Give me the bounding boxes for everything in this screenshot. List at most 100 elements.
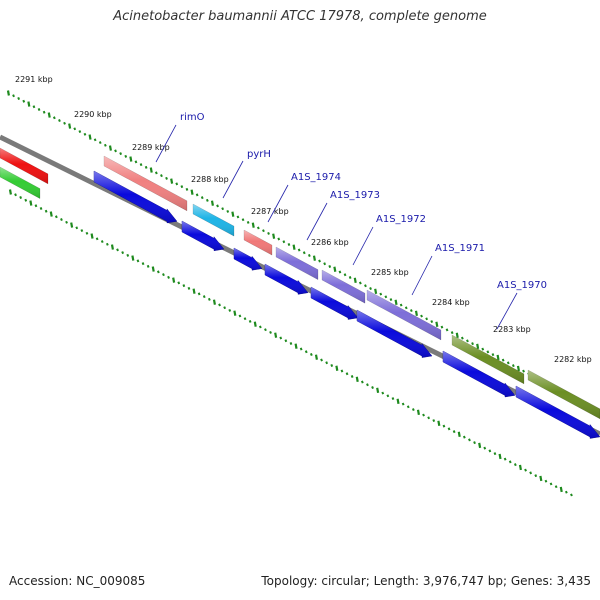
tick-mark bbox=[462, 435, 466, 439]
gene-feature-highlight bbox=[322, 270, 365, 304]
tick-mark bbox=[287, 242, 291, 246]
tick-mark bbox=[409, 309, 413, 313]
tick-mark bbox=[49, 211, 53, 217]
tick-mark bbox=[269, 330, 272, 334]
scale-label: 2291 kbp bbox=[15, 75, 53, 84]
tick-mark bbox=[284, 339, 288, 343]
tick-mark bbox=[19, 196, 23, 199]
tick-mark bbox=[162, 273, 165, 277]
tick-mark bbox=[165, 176, 168, 180]
gene-feature-highlight bbox=[104, 156, 187, 211]
tick-mark bbox=[98, 141, 102, 145]
gene-label-leader bbox=[306, 202, 328, 241]
tick-mark bbox=[476, 343, 480, 350]
scale-label: 2287 kbp bbox=[251, 207, 289, 216]
tick-mark bbox=[85, 231, 89, 235]
tick-mark bbox=[277, 237, 281, 241]
tick-mark bbox=[435, 321, 439, 328]
tick-mark bbox=[60, 218, 63, 222]
tick-mark bbox=[302, 251, 306, 255]
tick-mark bbox=[129, 156, 133, 162]
gene-label-leader bbox=[155, 124, 177, 163]
orf-arrow-highlight bbox=[182, 221, 224, 251]
scale-label: 2285 kbp bbox=[371, 268, 409, 277]
tick-mark bbox=[432, 419, 436, 423]
tick-mark bbox=[318, 259, 321, 263]
tick-mark bbox=[226, 209, 230, 213]
tick-mark bbox=[207, 297, 211, 301]
tick-mark bbox=[320, 358, 323, 362]
gene-label-leader bbox=[267, 184, 289, 223]
tick-mark bbox=[297, 248, 301, 252]
tick-mark bbox=[496, 354, 500, 361]
tick-mark bbox=[202, 295, 206, 299]
tick-mark bbox=[34, 204, 38, 208]
tick-mark bbox=[513, 463, 517, 467]
tick-mark bbox=[154, 171, 158, 175]
tick-mark bbox=[185, 187, 189, 191]
tick-mark bbox=[116, 248, 119, 252]
tick-mark bbox=[442, 424, 446, 428]
tick-mark bbox=[88, 134, 92, 140]
tick-mark bbox=[559, 486, 563, 493]
accession-label: Accession: NC_009085 bbox=[9, 574, 146, 588]
tick-mark bbox=[12, 94, 15, 98]
tick-mark bbox=[353, 277, 357, 283]
tick-mark bbox=[238, 314, 242, 318]
orf-arrow-highlight bbox=[234, 248, 262, 271]
tick-mark bbox=[486, 350, 490, 354]
tick-mark bbox=[177, 281, 181, 285]
gene-feature-highlight bbox=[193, 204, 234, 237]
tick-mark bbox=[251, 222, 255, 228]
tick-mark bbox=[42, 110, 46, 114]
tick-mark bbox=[468, 438, 471, 442]
tick-mark bbox=[253, 321, 257, 327]
tick-mark bbox=[205, 198, 209, 202]
scale-label: 2286 kbp bbox=[311, 238, 349, 247]
tick-mark bbox=[294, 343, 298, 349]
tick-mark bbox=[279, 336, 283, 340]
tick-mark bbox=[243, 317, 247, 321]
tick-mark bbox=[233, 310, 237, 316]
gene-label: A1S_1974 bbox=[291, 172, 341, 183]
tick-mark bbox=[100, 240, 104, 244]
tick-mark bbox=[396, 398, 400, 404]
gene-label-leader bbox=[222, 160, 244, 199]
tick-mark bbox=[8, 189, 12, 195]
tick-mark bbox=[216, 204, 219, 208]
tick-mark bbox=[70, 222, 74, 228]
tick-mark bbox=[110, 244, 114, 250]
tick-mark bbox=[452, 430, 456, 434]
tick-mark bbox=[360, 380, 364, 384]
tick-mark bbox=[172, 277, 176, 283]
tick-mark bbox=[371, 386, 374, 390]
tick-mark bbox=[481, 347, 485, 351]
gene-label: pyrH bbox=[247, 149, 271, 160]
tick-mark bbox=[488, 449, 492, 453]
tick-mark bbox=[437, 420, 441, 427]
tick-mark bbox=[460, 336, 464, 340]
tick-mark bbox=[114, 149, 117, 153]
tick-mark bbox=[440, 325, 444, 329]
tick-mark bbox=[282, 240, 286, 244]
tick-mark bbox=[350, 375, 354, 378]
tick-mark bbox=[93, 138, 97, 142]
tick-mark bbox=[374, 288, 378, 294]
tick-mark bbox=[323, 262, 327, 266]
tick-mark bbox=[17, 97, 21, 100]
orf-arrow-highlight bbox=[516, 386, 600, 439]
scale-label: 2284 kbp bbox=[432, 298, 470, 307]
topology-label: Topology: circular; Length: 3,976,747 bp… bbox=[261, 574, 591, 588]
gene-feature-highlight bbox=[276, 247, 318, 280]
tick-mark bbox=[192, 288, 196, 294]
tick-mark bbox=[420, 314, 423, 318]
tick-mark bbox=[455, 332, 459, 339]
gene-feature-highlight bbox=[0, 148, 48, 184]
tick-mark bbox=[524, 468, 527, 472]
tick-mark bbox=[330, 364, 334, 367]
map-title: Acinetobacter baumannii ATCC 17978, comp… bbox=[113, 9, 487, 24]
tick-mark bbox=[124, 154, 128, 158]
tick-mark bbox=[75, 226, 79, 230]
tick-mark bbox=[119, 152, 123, 156]
scale-label: 2283 kbp bbox=[493, 325, 531, 334]
